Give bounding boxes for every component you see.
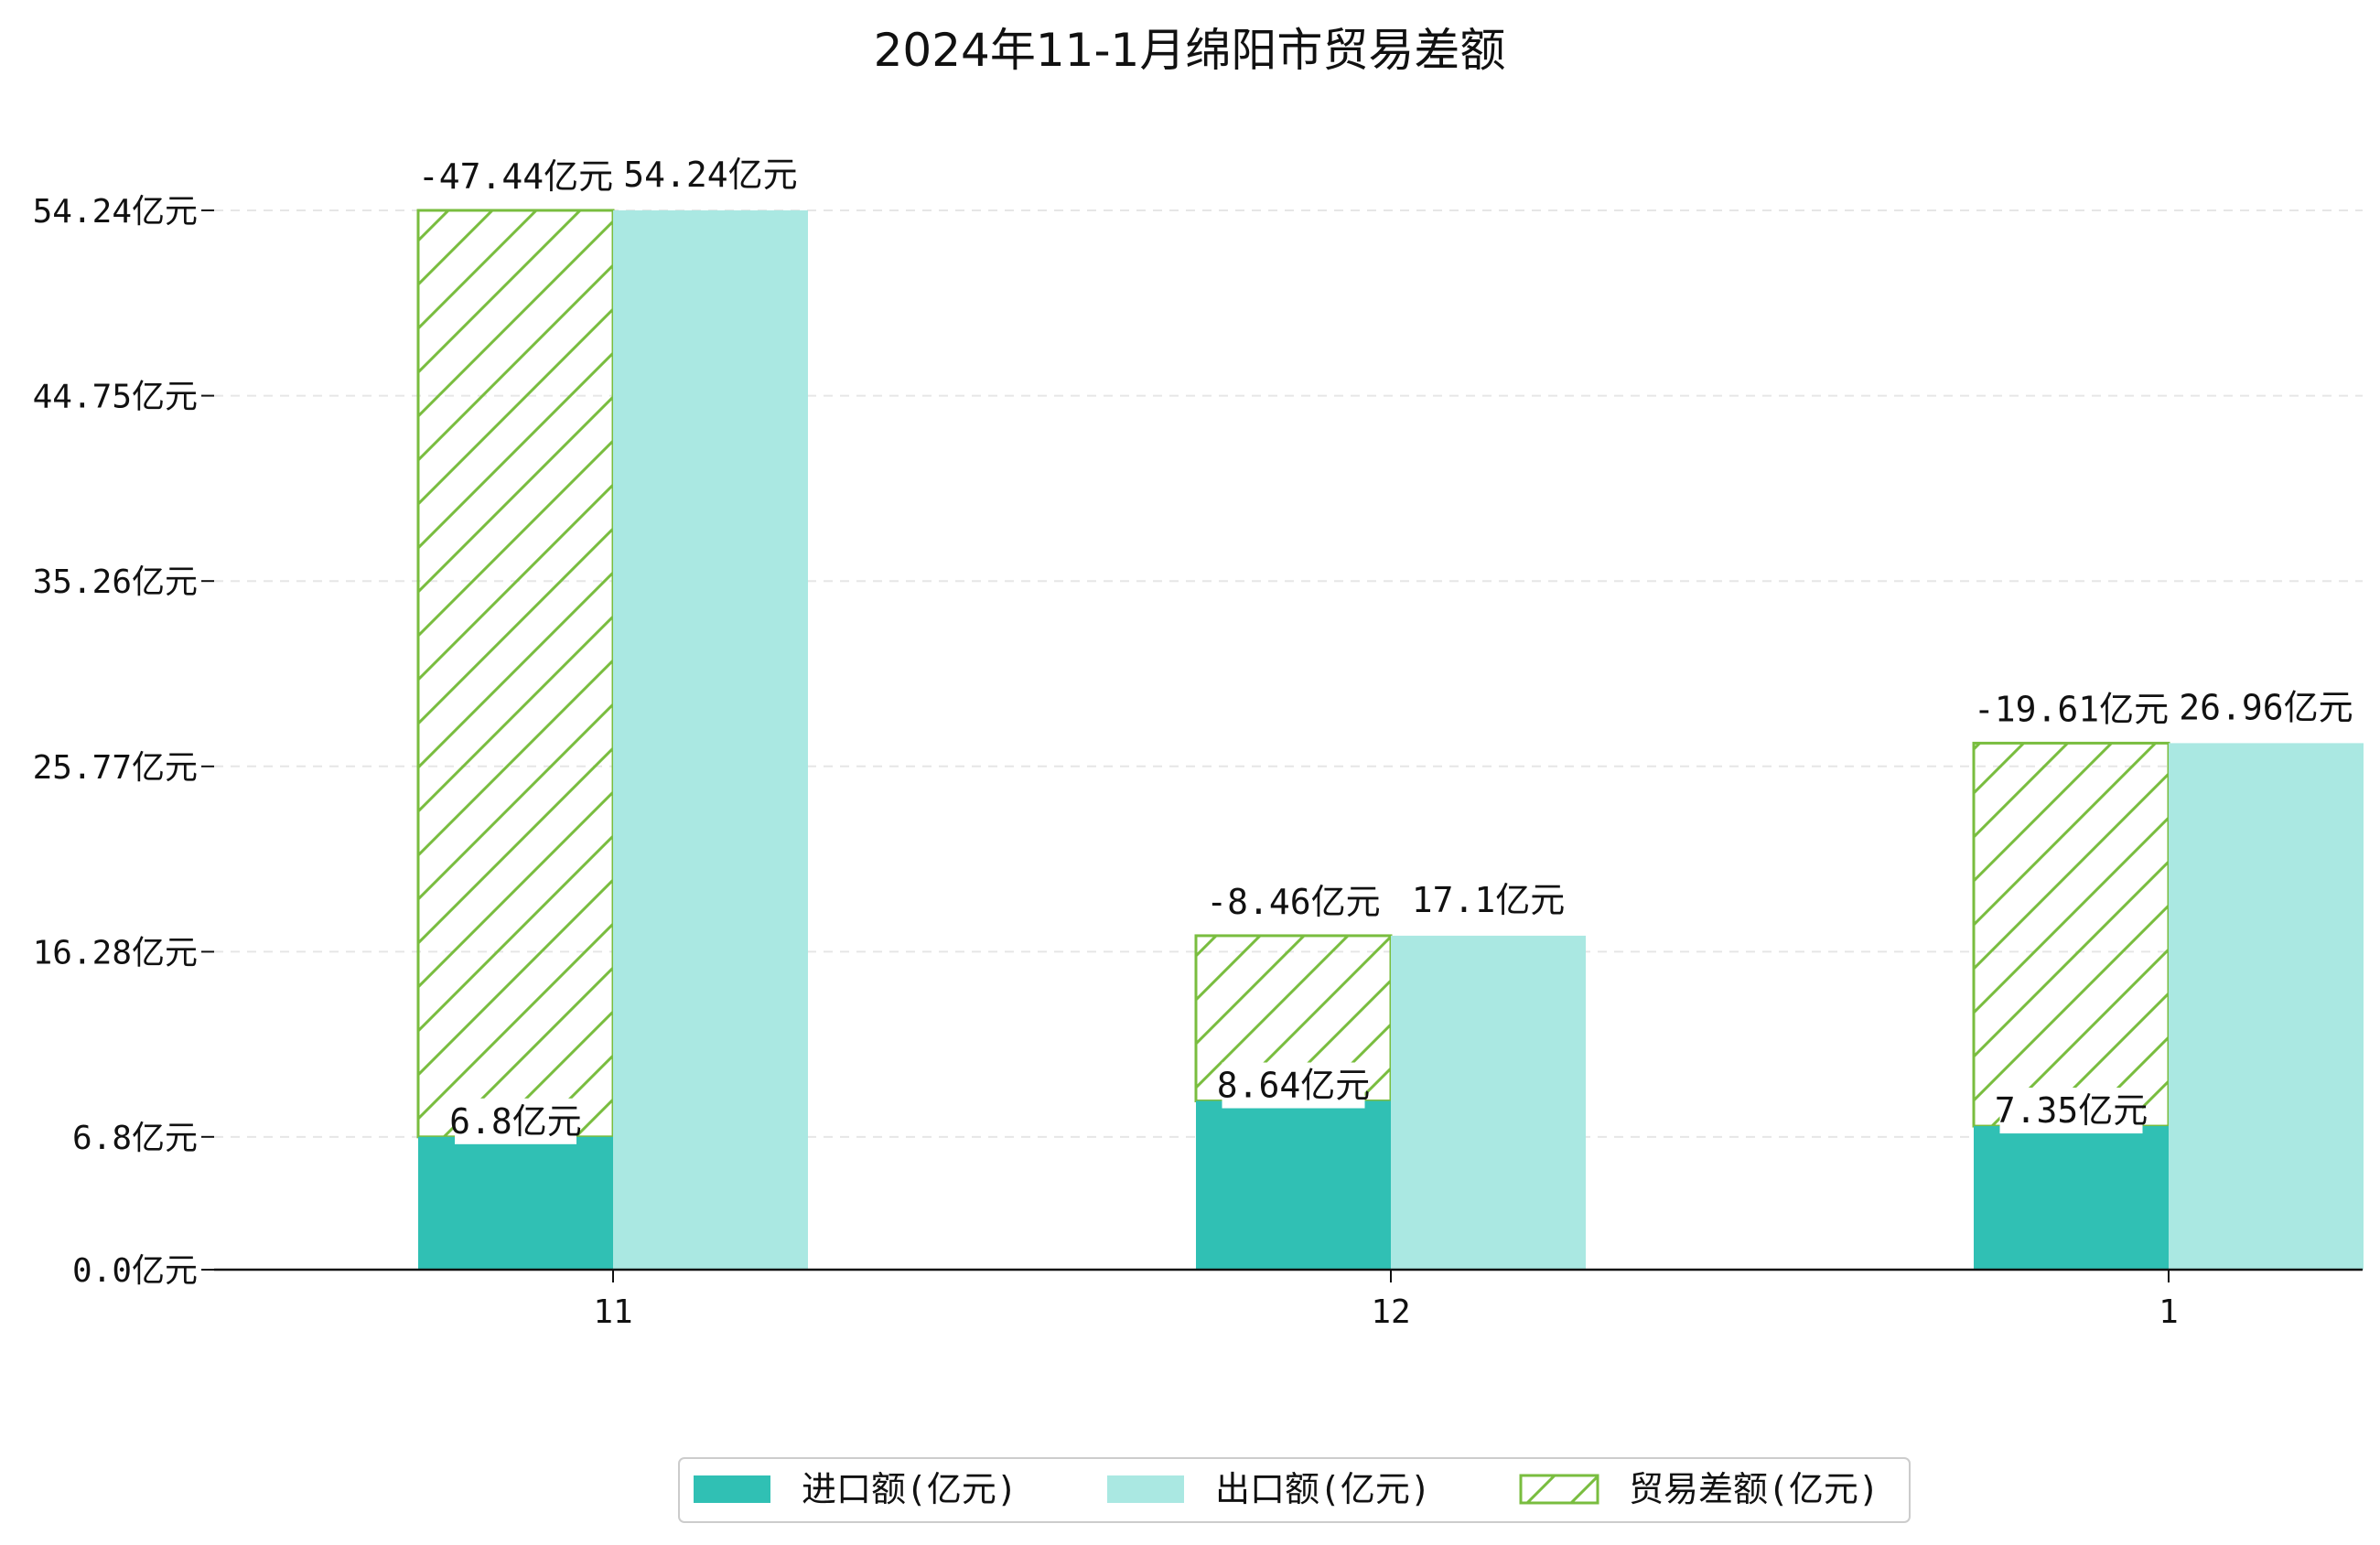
data-label-trade-balance: -19.61亿元 xyxy=(1974,689,2169,729)
data-label-import-bg xyxy=(1222,1062,1365,1109)
data-label-trade-balance-bg xyxy=(423,153,608,199)
data-label-export: 26.96亿元 xyxy=(2179,687,2353,727)
x-tick-label: 11 xyxy=(593,1293,632,1331)
data-label-trade-balance-bg xyxy=(1212,878,1375,925)
data-label-import: 7.35亿元 xyxy=(1995,1090,2148,1131)
chart-title: 2024年11-1月绵阳市贸易差额 xyxy=(874,24,1506,77)
legend-swatch-trade-balance xyxy=(1519,1474,1599,1505)
data-label-export-bg xyxy=(1416,876,1560,923)
bar-import xyxy=(1196,1100,1391,1270)
data-labels-group: 6.8亿元 -47.44亿元 54.24亿元 8.64亿元 -8.46亿元 17.1亿元 7… xyxy=(418,151,2353,1144)
legend-label: 出口额(亿元) xyxy=(1215,1469,1431,1509)
bar-import xyxy=(1974,1126,2169,1270)
y-tick-label: 44.75亿元 xyxy=(33,379,198,416)
data-label-trade-balance: -8.46亿元 xyxy=(1206,882,1380,922)
y-tick-label: 54.24亿元 xyxy=(33,193,198,231)
data-label-trade-balance: -47.44亿元 xyxy=(418,156,613,197)
y-tick-label: 16.28亿元 xyxy=(33,934,198,971)
bar-trade-balance xyxy=(416,209,615,1139)
legend-swatch-export xyxy=(1107,1475,1184,1503)
legend-label: 进口额(亿元) xyxy=(802,1469,1018,1509)
y-tick-label: 25.77亿元 xyxy=(33,749,198,787)
bars-group xyxy=(416,209,2364,1271)
data-label-import-bg xyxy=(455,1098,576,1144)
data-label-export: 54.24亿元 xyxy=(623,155,797,195)
legend-swatch-import xyxy=(694,1475,770,1503)
bar-trade-balance xyxy=(1972,741,2170,1128)
x-tick-label: 12 xyxy=(1371,1293,1410,1331)
legend-box xyxy=(678,1457,1911,1523)
y-tick-label: 6.8亿元 xyxy=(72,1120,198,1157)
legend-label: 贸易差额(亿元) xyxy=(1629,1469,1879,1509)
bar-export xyxy=(2169,743,2364,1270)
data-label-import-bg xyxy=(1999,1088,2143,1134)
data-label-import: 6.8亿元 xyxy=(449,1101,582,1142)
x-tick-label: 1 xyxy=(2159,1293,2179,1331)
y-tick-label: 0.0亿元 xyxy=(72,1252,198,1290)
bar-import xyxy=(418,1136,613,1270)
legend: 进口额(亿元) 出口额(亿元) 贸易差额(亿元) xyxy=(678,1457,1911,1523)
axes-group: 0.0亿元 6.8亿元 16.28亿元 25.77亿元 35.26亿元 44.75亿元 54… xyxy=(33,193,2363,1331)
data-label-trade-balance-bg xyxy=(1978,686,2164,733)
data-label-import: 8.64亿元 xyxy=(1217,1066,1371,1106)
bar-export xyxy=(613,209,808,1271)
data-label-export: 17.1亿元 xyxy=(1412,880,1566,920)
data-label-export-bg xyxy=(629,151,792,198)
bar-export xyxy=(1391,935,1586,1270)
data-label-export-bg xyxy=(2184,684,2348,731)
y-tick-label: 35.26亿元 xyxy=(33,563,198,601)
